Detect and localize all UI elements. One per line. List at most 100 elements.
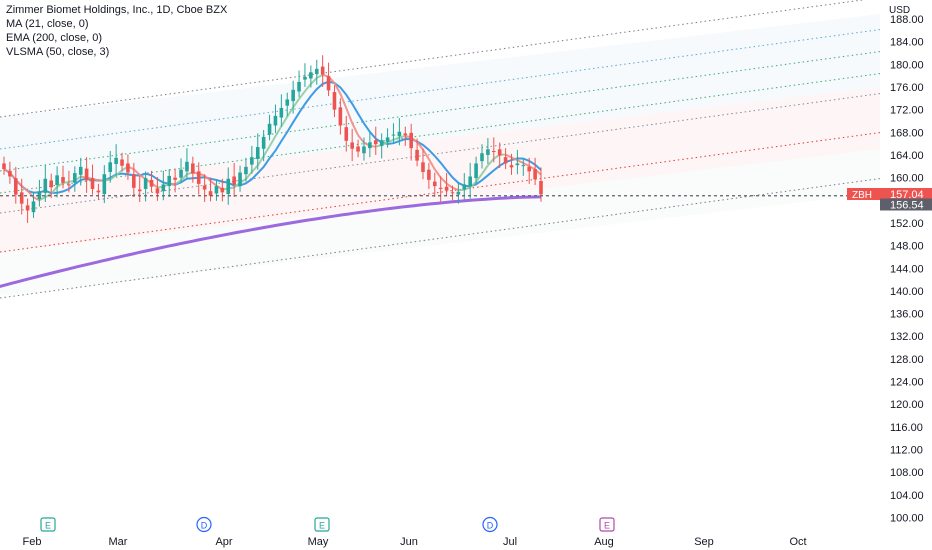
earnings-marker: E bbox=[314, 517, 330, 532]
candle-body bbox=[73, 173, 77, 183]
candle-body bbox=[8, 170, 12, 177]
candle-body bbox=[450, 192, 455, 194]
price-tick-label: 120.00 bbox=[890, 399, 924, 411]
price-tick-label: 144.00 bbox=[890, 263, 924, 275]
candle-body bbox=[291, 89, 295, 102]
candle-body bbox=[497, 149, 502, 156]
vlsma-segment bbox=[38, 196, 46, 202]
vlsma-segment bbox=[62, 180, 70, 185]
vlsma-segment bbox=[505, 153, 512, 159]
candle-body bbox=[509, 165, 514, 168]
price-tick-label: 124.00 bbox=[890, 377, 924, 389]
upper-band-fill bbox=[0, 14, 880, 191]
candle-body bbox=[421, 162, 425, 172]
time-tick-label: Jun bbox=[400, 536, 418, 548]
candle-body bbox=[474, 163, 478, 179]
time-tick-label: Sep bbox=[694, 536, 714, 548]
candle-body bbox=[167, 175, 172, 187]
vlsma-segment bbox=[274, 125, 283, 137]
candle-body bbox=[273, 115, 278, 126]
vlsma-segment bbox=[316, 73, 324, 79]
vlsma-segment bbox=[180, 173, 188, 182]
vlsma-segment bbox=[251, 164, 259, 173]
candle-body bbox=[78, 166, 83, 175]
candle-body bbox=[196, 171, 201, 184]
price-tick-label: 140.00 bbox=[890, 286, 924, 298]
vlsma-segment bbox=[428, 158, 436, 170]
candle-body bbox=[539, 181, 543, 195]
event-letter: E bbox=[319, 521, 325, 531]
candle-body bbox=[362, 146, 366, 154]
vlsma-segment bbox=[487, 158, 495, 167]
price-tick-label: 164.00 bbox=[890, 150, 924, 162]
time-tick-label: Feb bbox=[23, 536, 42, 548]
candle-body bbox=[37, 191, 42, 200]
event-letter: D bbox=[201, 521, 208, 531]
time-axis[interactable]: Feb Mar Apr May Jun Jul Aug Sep Oct bbox=[23, 536, 807, 548]
earnings-badge bbox=[40, 517, 56, 532]
legend-vlsma[interactable]: VLSMA (50, close, 3) bbox=[6, 46, 110, 58]
time-tick-label: Mar bbox=[109, 536, 128, 548]
candle-body bbox=[214, 186, 219, 194]
candle-body bbox=[267, 123, 272, 135]
candle-body bbox=[415, 149, 419, 161]
price-tick-label: 116.00 bbox=[890, 422, 923, 434]
candle-body bbox=[84, 168, 89, 181]
candle-body bbox=[368, 142, 372, 149]
vlsma-segment bbox=[433, 168, 442, 179]
vlsma-segment bbox=[333, 82, 342, 95]
candle-body bbox=[173, 177, 177, 180]
candle-body bbox=[444, 186, 449, 191]
candle-body bbox=[202, 185, 207, 190]
price-tick-label: 148.00 bbox=[890, 241, 924, 253]
candle-body bbox=[314, 68, 319, 74]
candle-body bbox=[67, 184, 71, 186]
candle-body bbox=[297, 81, 301, 92]
candle-body bbox=[279, 107, 284, 118]
price-tick-label: 132.00 bbox=[890, 331, 924, 343]
vlsma-segment bbox=[351, 122, 359, 136]
vlsma-segment bbox=[475, 173, 483, 183]
vlsma-segment bbox=[286, 106, 295, 118]
candle-body bbox=[403, 133, 408, 136]
candles bbox=[2, 55, 543, 223]
candle-body bbox=[126, 163, 130, 173]
vlsma-segment bbox=[245, 171, 253, 180]
vlsma-segment bbox=[298, 90, 306, 100]
candle-body bbox=[486, 149, 490, 155]
candle-body bbox=[409, 132, 413, 149]
candle-body bbox=[379, 140, 384, 146]
price-tick-label: 168.00 bbox=[890, 127, 924, 139]
price-tick-label: 188.00 bbox=[890, 14, 924, 26]
price-tick-label: 184.00 bbox=[890, 37, 924, 49]
legend-title[interactable]: Zimmer Biomet Holdings, Inc., 1D, Cboe B… bbox=[6, 4, 228, 16]
dividend-marker: D bbox=[196, 516, 212, 533]
price-axis[interactable]: 188.00 184.00 180.00 176.00 172.00 168.00 164.… bbox=[890, 14, 924, 525]
legend-ema[interactable]: EMA (200, close, 0) bbox=[6, 32, 102, 44]
vlsma-segment bbox=[452, 186, 459, 192]
candle-body bbox=[238, 172, 242, 187]
candle-body bbox=[250, 157, 254, 165]
zbh-ticker-label: ZBH bbox=[852, 190, 872, 201]
vlsma-segment bbox=[21, 185, 29, 192]
candle-body bbox=[320, 66, 325, 75]
vlsma-segment bbox=[50, 186, 58, 195]
candle-body bbox=[456, 191, 461, 195]
price-tick-label: 160.00 bbox=[890, 173, 924, 185]
ema-line bbox=[0, 195, 542, 288]
candle-body bbox=[462, 184, 467, 190]
vlsma-segment bbox=[339, 93, 348, 109]
price-tick-label: 152.00 bbox=[890, 218, 924, 230]
candle-body bbox=[480, 153, 484, 162]
candle-body bbox=[179, 169, 183, 178]
time-tick-label: Jul bbox=[503, 536, 517, 548]
legend-ma[interactable]: MA (21, close, 0) bbox=[6, 18, 89, 30]
vlsma-segment bbox=[393, 136, 400, 141]
candle-body bbox=[303, 76, 307, 80]
event-letter: D bbox=[487, 521, 494, 531]
time-tick-label: Aug bbox=[594, 536, 614, 548]
vlsma-segment bbox=[399, 134, 406, 139]
